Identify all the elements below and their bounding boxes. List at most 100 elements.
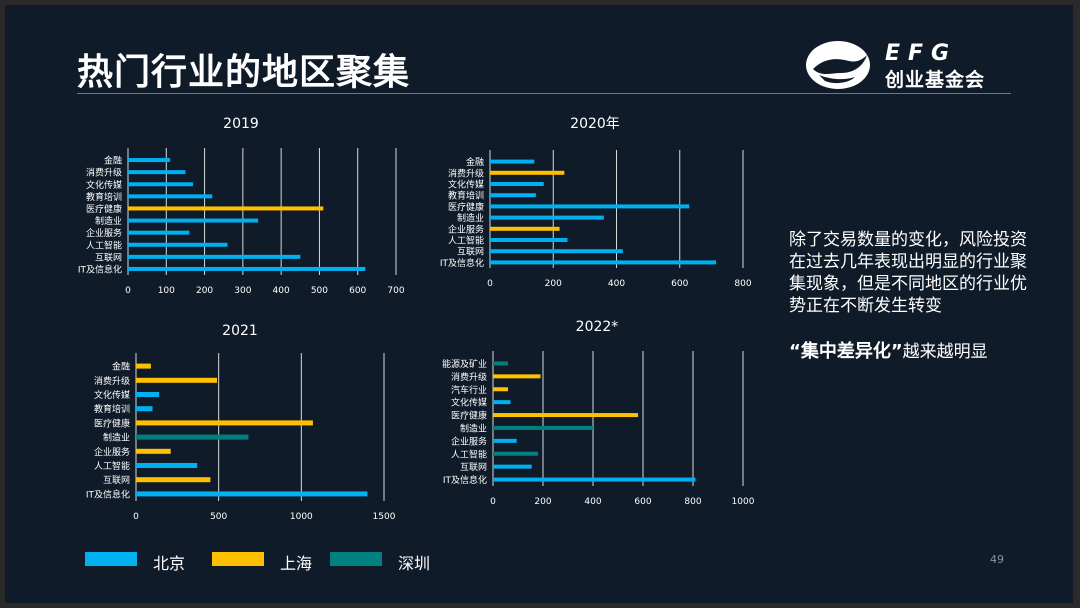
x-tick-label: 800 bbox=[684, 497, 701, 507]
chart-2020: 2020年 0 200 400 600 800 金融消费升级文化传媒教育培训医疗健康制造业企… bbox=[440, 116, 752, 289]
bar bbox=[128, 206, 324, 211]
x-tick-label: 100 bbox=[158, 286, 175, 296]
legend-label: 深圳 bbox=[398, 554, 431, 573]
category-label: IT及信息化 bbox=[78, 263, 122, 275]
x-tick-label: 600 bbox=[349, 286, 366, 296]
bar bbox=[490, 238, 568, 242]
category-label: 金融 bbox=[466, 156, 484, 168]
x-tick-label: 600 bbox=[634, 497, 651, 507]
bar bbox=[128, 158, 171, 163]
chart-title: 2022* bbox=[576, 319, 619, 335]
bar bbox=[493, 451, 538, 456]
bar bbox=[490, 170, 565, 175]
category-label: 教育培训 bbox=[94, 403, 130, 415]
slide-title: 热门行业的地区聚集 bbox=[77, 52, 411, 93]
chart-2019: 2019 0 100 200 300 400 500 600 700 金融消费升级文化传媒教育培训… bbox=[78, 116, 405, 296]
bar bbox=[128, 182, 194, 187]
x-tick-label: 200 bbox=[545, 279, 562, 289]
category-label: 人工智能 bbox=[86, 239, 122, 251]
logo-subtitle: 创业基金会 bbox=[885, 69, 986, 91]
category-label: 教育培训 bbox=[86, 191, 122, 203]
x-tick-label: 0 bbox=[133, 512, 139, 522]
category-label: IT及信息化 bbox=[440, 257, 484, 269]
bar bbox=[136, 363, 151, 369]
category-label: 医疗健康 bbox=[451, 410, 487, 422]
category-label: IT及信息化 bbox=[86, 488, 130, 500]
x-tick-label: 0 bbox=[487, 279, 493, 289]
chart-title: 2020年 bbox=[570, 116, 620, 132]
category-label: 汽车行业 bbox=[451, 384, 487, 396]
bar bbox=[493, 374, 541, 379]
x-tick-label: 600 bbox=[671, 279, 688, 289]
x-tick-label: 400 bbox=[273, 286, 290, 296]
category-label: 企业服务 bbox=[86, 227, 122, 239]
x-tick-label: 400 bbox=[608, 279, 625, 289]
slide: 热门行业的地区聚集 EFG 创业基金会 2019 0 100 200 300 400 500… bbox=[5, 5, 1073, 603]
bar bbox=[490, 182, 544, 186]
category-label: 互联网 bbox=[103, 475, 130, 486]
legend-swatch bbox=[85, 552, 137, 566]
bar bbox=[128, 254, 301, 259]
category-label: 消费升级 bbox=[451, 371, 487, 383]
title-divider bbox=[77, 93, 1011, 94]
category-label: 互联网 bbox=[460, 462, 487, 473]
legend-swatch bbox=[212, 552, 264, 566]
x-tick-label: 400 bbox=[584, 497, 601, 507]
category-label: 文化传媒 bbox=[448, 179, 484, 191]
category-label: 制造业 bbox=[457, 212, 484, 224]
category-label: 文化传媒 bbox=[94, 389, 130, 401]
x-tick-label: 800 bbox=[734, 279, 751, 289]
bar bbox=[493, 477, 696, 482]
category-label: 企业服务 bbox=[94, 446, 130, 458]
bar bbox=[136, 491, 368, 497]
bar bbox=[490, 215, 604, 220]
legend-label: 上海 bbox=[280, 554, 313, 573]
category-label: 人工智能 bbox=[94, 460, 130, 472]
emphasis-rest: 越来越明显 bbox=[902, 342, 988, 362]
bar bbox=[490, 226, 560, 231]
category-label: 金融 bbox=[104, 155, 122, 167]
bar bbox=[128, 242, 228, 247]
chart-2021: 2021 0 500 1000 1500 金融消费升级文化传媒教育培训医疗健康制造业企业服… bbox=[86, 323, 396, 522]
x-tick-label: 200 bbox=[534, 497, 551, 507]
bar bbox=[493, 361, 508, 366]
page-number: 49 bbox=[990, 553, 1004, 566]
x-tick-label: 200 bbox=[196, 286, 213, 296]
legend-swatch bbox=[330, 552, 382, 566]
category-label: 人工智能 bbox=[451, 448, 487, 460]
category-label: 互联网 bbox=[457, 247, 484, 258]
bar bbox=[136, 477, 211, 483]
category-label: 医疗健康 bbox=[94, 417, 130, 429]
bar bbox=[128, 170, 186, 175]
category-label: 医疗健康 bbox=[448, 201, 484, 213]
emphasis-quote: “集中差异化” bbox=[789, 341, 903, 362]
bar bbox=[136, 434, 249, 440]
bar bbox=[493, 438, 517, 443]
bar bbox=[490, 260, 717, 265]
category-label: 消费升级 bbox=[94, 375, 130, 387]
category-label: 消费升级 bbox=[448, 167, 484, 179]
emphasis-text: “集中差异化”越来越明显 bbox=[789, 341, 1029, 363]
bar bbox=[136, 420, 313, 426]
bar bbox=[128, 194, 213, 199]
category-label: 企业服务 bbox=[448, 223, 484, 235]
category-label: 能源及矿业 bbox=[442, 358, 487, 370]
category-label: 文化传媒 bbox=[86, 179, 122, 191]
x-tick-label: 300 bbox=[234, 286, 251, 296]
x-tick-label: 1000 bbox=[732, 497, 755, 507]
bar bbox=[136, 406, 153, 412]
chart-title: 2021 bbox=[222, 323, 258, 339]
category-label: 制造业 bbox=[103, 432, 130, 444]
x-tick-label: 1000 bbox=[290, 512, 313, 522]
bar bbox=[128, 230, 190, 235]
bar bbox=[490, 249, 623, 254]
bar bbox=[136, 377, 218, 383]
chart-title: 2019 bbox=[223, 116, 259, 132]
bar bbox=[490, 159, 535, 164]
category-label: 制造业 bbox=[95, 215, 122, 227]
bar bbox=[493, 425, 593, 430]
category-label: 文化传媒 bbox=[451, 397, 487, 409]
bar bbox=[136, 448, 171, 454]
category-label: IT及信息化 bbox=[443, 474, 487, 486]
category-label: 互联网 bbox=[95, 252, 122, 263]
